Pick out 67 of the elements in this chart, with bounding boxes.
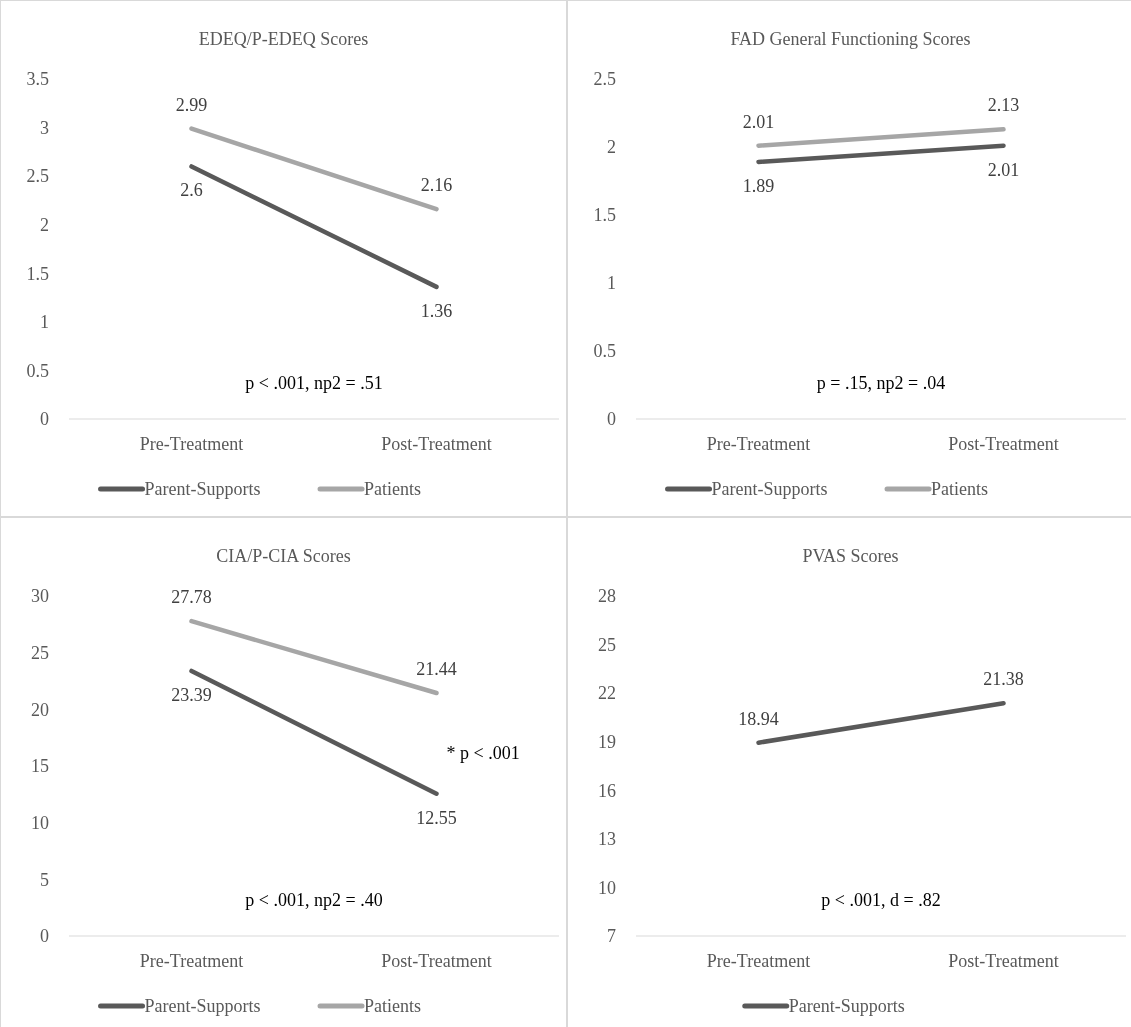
y-tick-label: 2 [40, 215, 49, 236]
data-label: 2.13 [987, 95, 1020, 116]
y-tick-label: 7 [607, 926, 616, 947]
y-tick-label: 28 [598, 586, 616, 607]
y-tick-label: 25 [31, 642, 49, 663]
legend-label: Parent-Supports [711, 479, 828, 500]
y-tick-label: 13 [598, 829, 616, 850]
data-label: 2.01 [742, 111, 775, 132]
y-tick-label: 5 [40, 869, 49, 890]
data-label: 2.99 [175, 94, 208, 115]
y-tick-label: 10 [31, 812, 49, 833]
annotation: p < .001, np2 = .40 [245, 890, 383, 910]
chart-title: CIA/P-CIA Scores [216, 546, 351, 566]
data-label: 1.89 [742, 175, 775, 196]
chart-title: PVAS Scores [802, 546, 899, 566]
data-label: 2.16 [420, 175, 453, 196]
legend-label: Patients [364, 996, 422, 1017]
y-tick-label: 2.5 [26, 166, 49, 187]
data-label: 2.01 [987, 159, 1020, 180]
legend-label: Parent-Supports [144, 479, 261, 500]
y-tick-label: 1 [607, 273, 616, 294]
legend-label: Patients [931, 479, 989, 500]
data-label: 12.55 [416, 807, 457, 828]
y-tick-label: 3.5 [26, 69, 49, 90]
data-label: 21.38 [983, 669, 1024, 690]
annotation: p < .001, np2 = .51 [245, 373, 383, 393]
data-label: 21.44 [416, 659, 457, 680]
y-tick-label: 22 [598, 683, 616, 704]
y-tick-label: 0 [40, 926, 49, 947]
y-tick-label: 0 [607, 409, 616, 430]
y-tick-label: 2 [607, 137, 616, 158]
data-label: 27.78 [171, 587, 212, 608]
y-tick-label: 0.5 [26, 360, 49, 381]
y-tick-label: 2.5 [593, 69, 616, 90]
y-tick-label: 16 [598, 780, 616, 801]
data-label: 23.39 [171, 684, 212, 705]
x-tick-label: Pre-Treatment [139, 951, 244, 971]
y-tick-label: 19 [598, 732, 616, 753]
y-tick-label: 30 [31, 586, 49, 607]
legend-label: Parent-Supports [788, 996, 905, 1017]
data-label: 18.94 [738, 708, 779, 729]
x-tick-label: Post-Treatment [948, 951, 1059, 971]
y-tick-label: 0.5 [593, 341, 616, 362]
y-tick-label: 1.5 [26, 263, 49, 284]
y-tick-label: 1.5 [593, 205, 616, 226]
x-tick-label: Post-Treatment [381, 951, 492, 971]
data-label: 2.6 [180, 180, 203, 201]
legend-label: Patients [364, 479, 422, 500]
data-label: 1.36 [420, 300, 453, 321]
y-tick-label: 1 [40, 312, 49, 333]
chart-title: FAD General Functioning Scores [730, 29, 971, 49]
x-tick-label: Pre-Treatment [139, 434, 244, 454]
y-tick-label: 25 [598, 634, 616, 655]
y-tick-label: 20 [31, 699, 49, 720]
y-tick-label: 3 [40, 117, 49, 138]
x-tick-label: Post-Treatment [381, 434, 492, 454]
annotation: p = .15, np2 = .04 [816, 373, 946, 393]
x-tick-label: Pre-Treatment [706, 951, 811, 971]
x-tick-label: Post-Treatment [948, 434, 1059, 454]
x-tick-label: Pre-Treatment [706, 434, 811, 454]
annotation: * p < .001 [446, 743, 520, 764]
annotation: p < .001, d = .82 [821, 890, 941, 910]
y-tick-label: 0 [40, 409, 49, 430]
legend-label: Parent-Supports [144, 996, 261, 1017]
y-tick-label: 15 [31, 756, 49, 777]
chart-title: EDEQ/P-EDEQ Scores [198, 29, 369, 49]
y-tick-label: 10 [598, 877, 616, 898]
